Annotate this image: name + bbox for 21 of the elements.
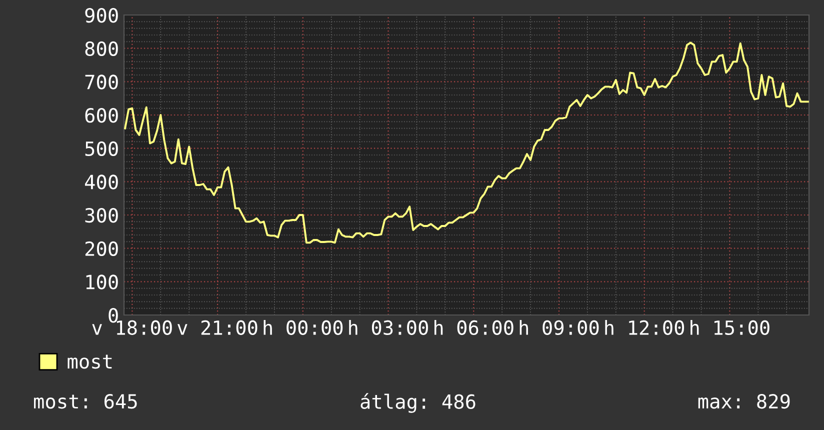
text: most: 645 xyxy=(34,394,137,409)
x-tick-label: h 15:00 xyxy=(690,320,770,336)
y-tick-label: 100 xyxy=(86,274,118,290)
y-tick-label: 700 xyxy=(85,74,118,90)
x-tick-label: h 03:00 xyxy=(349,320,428,336)
legend-label: most xyxy=(68,354,112,369)
y-tick-label: 900 xyxy=(85,8,118,23)
y-tick-label: 800 xyxy=(85,41,118,56)
y-tick-label: 400 xyxy=(84,174,118,190)
text: átlag: 486 xyxy=(360,393,476,413)
y-tick-label: 200 xyxy=(85,241,118,256)
text: max: 829 xyxy=(698,394,790,409)
x-tick-label: h 00:00 xyxy=(264,320,343,336)
y-tick-label: 300 xyxy=(85,208,118,223)
line-series xyxy=(124,42,809,244)
x-tick-label: h 09:00 xyxy=(520,320,599,336)
y-tick-label: 600 xyxy=(85,108,118,123)
x-tick-label: v 21:00 xyxy=(178,320,258,336)
x-tick-label: h 06:00 xyxy=(434,320,514,336)
y-tick-label: 500 xyxy=(85,141,118,156)
x-tick-label: h 12:00 xyxy=(605,320,684,336)
